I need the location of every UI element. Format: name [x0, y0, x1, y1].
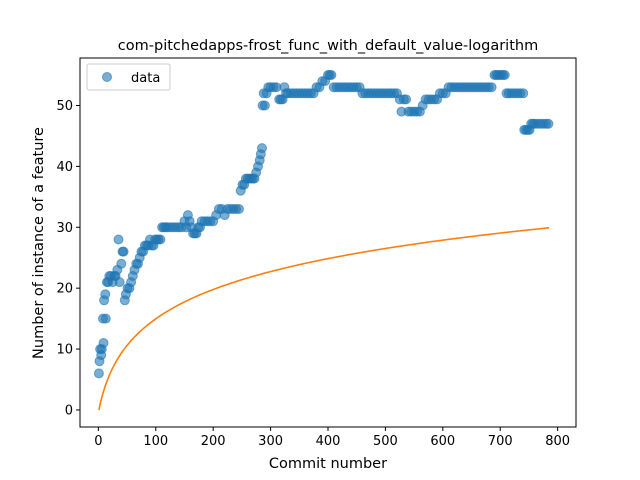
y-tick-label: 0: [65, 403, 73, 418]
x-tick-label: 300: [258, 434, 283, 449]
x-tick-label: 0: [94, 434, 102, 449]
y-tick-label: 50: [56, 99, 73, 114]
legend: data: [86, 63, 171, 91]
x-tick-label: 500: [373, 434, 398, 449]
data-point: [93, 368, 104, 379]
y-axis-label: Number of instance of a feature: [31, 127, 47, 359]
y-tick-label: 30: [56, 221, 73, 236]
data-point: [326, 70, 337, 80]
y-tick-label: 20: [56, 282, 73, 297]
data-point: [118, 246, 129, 257]
x-tick-label: 200: [201, 434, 226, 449]
data-point: [155, 234, 166, 245]
x-tick-label: 600: [430, 434, 455, 449]
data-point: [518, 88, 529, 99]
data-point: [401, 94, 412, 105]
y-tick-label: 10: [56, 343, 73, 358]
data-point: [543, 118, 554, 129]
x-axis-label: Commit number: [269, 456, 387, 472]
fit-line: [98, 227, 550, 411]
legend-frame: [86, 63, 171, 91]
data-point: [499, 70, 510, 80]
legend-label-data: data: [131, 71, 160, 86]
x-tick-label: 700: [488, 434, 513, 449]
axes: 0 100 200 300 400 500 600 700 800 0 10 20 30 40 50: [56, 57, 577, 449]
legend-marker-data: [102, 72, 112, 82]
data-point: [259, 100, 270, 111]
y-tick-label: 40: [56, 160, 73, 175]
data-point: [486, 82, 497, 93]
x-tick-label: 400: [316, 434, 341, 449]
data-point: [234, 204, 244, 214]
plot-area: [93, 70, 554, 411]
data-point: [114, 277, 125, 288]
data-point: [116, 258, 127, 269]
x-tick-label: 800: [545, 434, 570, 449]
chart-title: com-pitchedapps-frost_func_with_default_…: [118, 38, 538, 54]
data-point: [98, 338, 109, 348]
data-point: [113, 234, 124, 245]
data-point: [100, 313, 111, 324]
x-tick-label: 100: [143, 434, 168, 449]
data-point: [100, 289, 111, 300]
data-point: [257, 143, 267, 154]
